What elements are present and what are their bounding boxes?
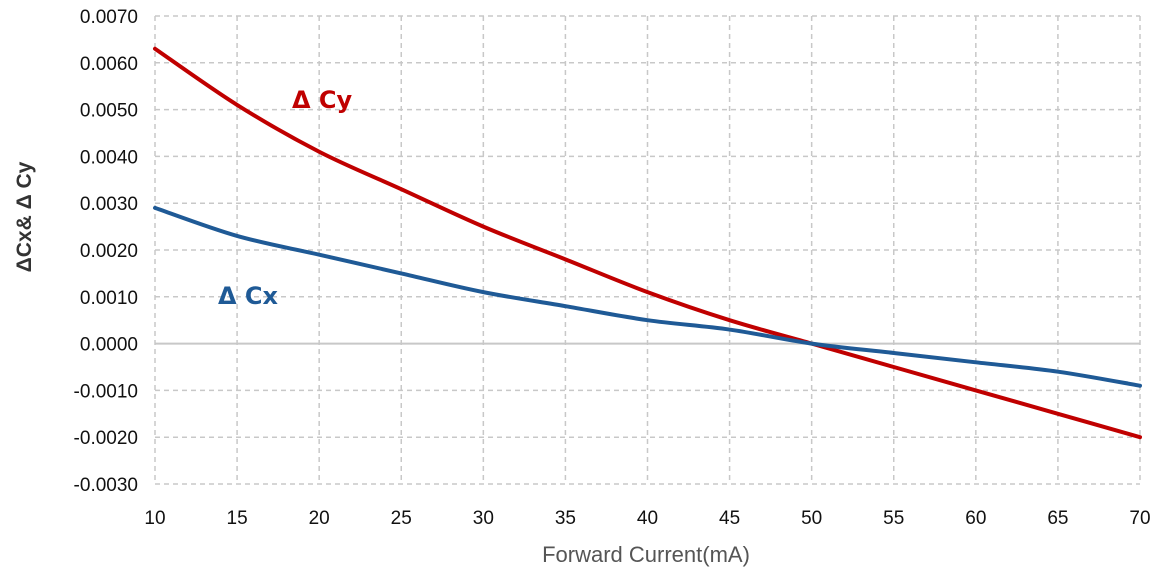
y-tick-label: 0.0060: [80, 54, 138, 75]
series-label-cx: Δ Cx: [218, 282, 279, 310]
y-tick-label: 0.0000: [80, 335, 138, 356]
x-tick-label: 35: [555, 508, 576, 529]
y-tick-labels: -0.0030 -0.0020 -0.0010 0.0000 0.0010 0.0020 0…: [74, 7, 138, 496]
y-tick-label: 0.0050: [80, 101, 138, 122]
y-tick-label: 0.0030: [80, 194, 138, 215]
x-tick-label: 60: [965, 508, 986, 529]
y-tick-label: -0.0020: [74, 428, 138, 449]
x-axis-title: Forward Current(mA): [542, 542, 750, 567]
series-line-cy: [153, 46, 1142, 440]
y-tick-label: -0.0030: [74, 475, 138, 496]
x-tick-label: 50: [801, 508, 822, 529]
x-tick-label: 30: [473, 508, 494, 529]
x-tick-label: 55: [883, 508, 904, 529]
series-lines: [153, 46, 1142, 440]
y-axis-title: ΔCx& Δ Cy: [13, 161, 36, 272]
series-label-cy: Δ Cy: [292, 86, 353, 114]
x-tick-label: 65: [1047, 508, 1068, 529]
x-tick-label: 45: [719, 508, 740, 529]
x-tick-label: 40: [637, 508, 658, 529]
x-tick-label: 25: [391, 508, 412, 529]
grid: [154, 15, 1141, 485]
x-tick-label: 70: [1129, 508, 1150, 529]
y-tick-label: 0.0010: [80, 288, 138, 309]
x-tick-labels: 10 15 20 25 30 35 40 45 50 55 60 65 70: [144, 508, 1150, 529]
x-tick-label: 10: [144, 508, 165, 529]
y-tick-label: 0.0040: [80, 147, 138, 168]
x-tick-label: 20: [309, 508, 330, 529]
x-tick-label: 15: [227, 508, 248, 529]
series-line-cx: [153, 205, 1142, 388]
y-tick-label: -0.0010: [74, 381, 138, 402]
y-tick-label: 0.0070: [80, 7, 138, 28]
y-tick-label: 0.0020: [80, 241, 138, 262]
series-labels: Δ Cy Δ Cx: [218, 86, 353, 310]
